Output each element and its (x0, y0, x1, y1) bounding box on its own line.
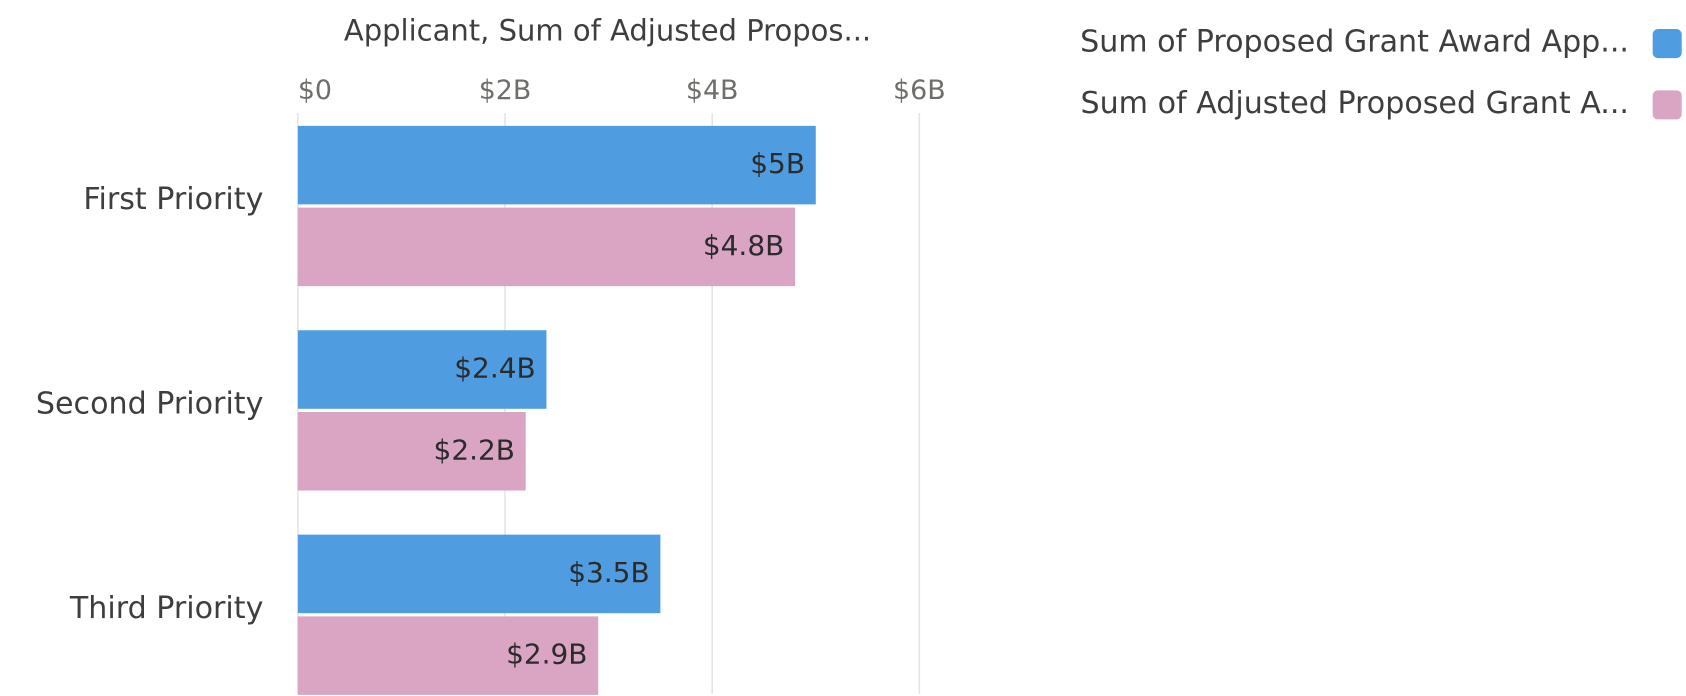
x-tick-label: $4B (686, 75, 739, 106)
x-tick-label: $6B (893, 75, 946, 106)
value-label: $3.5B (568, 556, 649, 589)
x-tick-label: $2B (479, 75, 532, 106)
bar (297, 616, 599, 695)
bar (297, 125, 816, 205)
bar (297, 534, 661, 614)
category-label: First Priority (83, 182, 263, 217)
category-label: Third Priority (69, 591, 264, 626)
legend-swatch (1652, 90, 1682, 120)
legend-label: Sum of Adjusted Proposed Grant A... (1081, 86, 1630, 121)
chart-title: Applicant, Sum of Adjusted Propos... (344, 13, 871, 47)
value-label: $5B (750, 147, 805, 180)
value-label: $2.2B (434, 433, 515, 466)
value-label: $2.9B (506, 638, 587, 671)
legend-swatch (1652, 29, 1682, 59)
category-label: Second Priority (36, 387, 263, 422)
bar (297, 330, 547, 409)
value-label: $4.8B (703, 229, 784, 262)
bar (297, 207, 796, 287)
value-label: $2.4B (454, 352, 535, 385)
x-tick-label: $0 (298, 75, 332, 106)
bar (297, 412, 526, 491)
legend-label: Sum of Proposed Grant Award App... (1080, 25, 1629, 60)
